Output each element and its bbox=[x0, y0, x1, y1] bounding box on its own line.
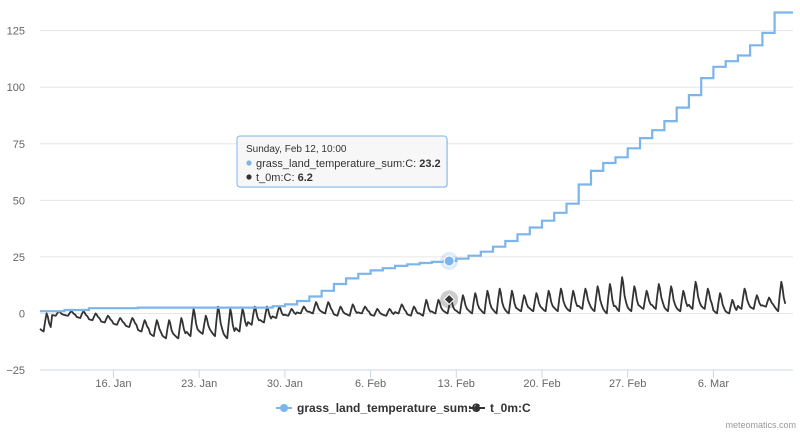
series-line-t_0m bbox=[39, 276, 787, 340]
tooltip-row: t_0m:C: 6.2 bbox=[256, 172, 313, 184]
hover-markers bbox=[440, 251, 459, 309]
x-tick-label: 30. Jan bbox=[267, 378, 303, 390]
x-tick-label: 6. Mar bbox=[698, 378, 730, 390]
y-tick-label: 50 bbox=[13, 195, 25, 207]
x-tick-label: 13. Feb bbox=[438, 378, 475, 390]
x-tick-label: 6. Feb bbox=[355, 378, 386, 390]
legend-symbol-circle bbox=[280, 404, 288, 412]
x-tick-label: 20. Feb bbox=[523, 378, 560, 390]
y-tick-label: 75 bbox=[13, 139, 25, 151]
hover-point-sum bbox=[443, 255, 455, 267]
tooltip-title: Sunday, Feb 12, 10:00 bbox=[246, 144, 347, 155]
tooltip: Sunday, Feb 12, 10:00 grass_land_temperat… bbox=[236, 135, 448, 188]
y-tick-label: 25 bbox=[13, 252, 25, 264]
x-tick-label: 27. Feb bbox=[609, 378, 646, 390]
x-tick-label: 23. Jan bbox=[181, 378, 217, 390]
legend-item-grass-land-temperature-sum[interactable]: grass_land_temperature_sum:C bbox=[276, 401, 481, 415]
y-tick-label: −25 bbox=[6, 365, 25, 377]
y-tick-label: 125 bbox=[7, 26, 25, 38]
series-layer bbox=[39, 11, 793, 340]
axis-layer: −25 0 25 50 75 100 125 16. Jan 23. Jan 30. Jan 6. … bbox=[6, 26, 793, 390]
credit-text[interactable]: meteomatics.com bbox=[725, 420, 796, 430]
y-tick-label: 100 bbox=[7, 82, 25, 94]
tooltip-box bbox=[236, 135, 448, 188]
x-tick-label: 16. Jan bbox=[95, 378, 131, 390]
y-tick-label: 0 bbox=[19, 308, 25, 320]
legend-item-t_0m[interactable]: t_0m:C bbox=[469, 401, 531, 415]
series-line-grass-land-temperature-sum bbox=[40, 11, 793, 313]
hover-point-t0m bbox=[443, 293, 455, 306]
grid-layer bbox=[40, 30, 793, 371]
legend-label: grass_land_temperature_sum:C bbox=[297, 401, 481, 415]
legend-symbol-diamond bbox=[473, 404, 481, 412]
tooltip-row: grass_land_temperature_sum:C: 23.2 bbox=[256, 158, 441, 170]
legend-label: t_0m:C bbox=[490, 401, 531, 415]
tooltip-bullet bbox=[246, 174, 252, 180]
tooltip-bullet bbox=[246, 160, 252, 166]
legend: grass_land_temperature_sum:C t_0m:C bbox=[276, 401, 531, 415]
